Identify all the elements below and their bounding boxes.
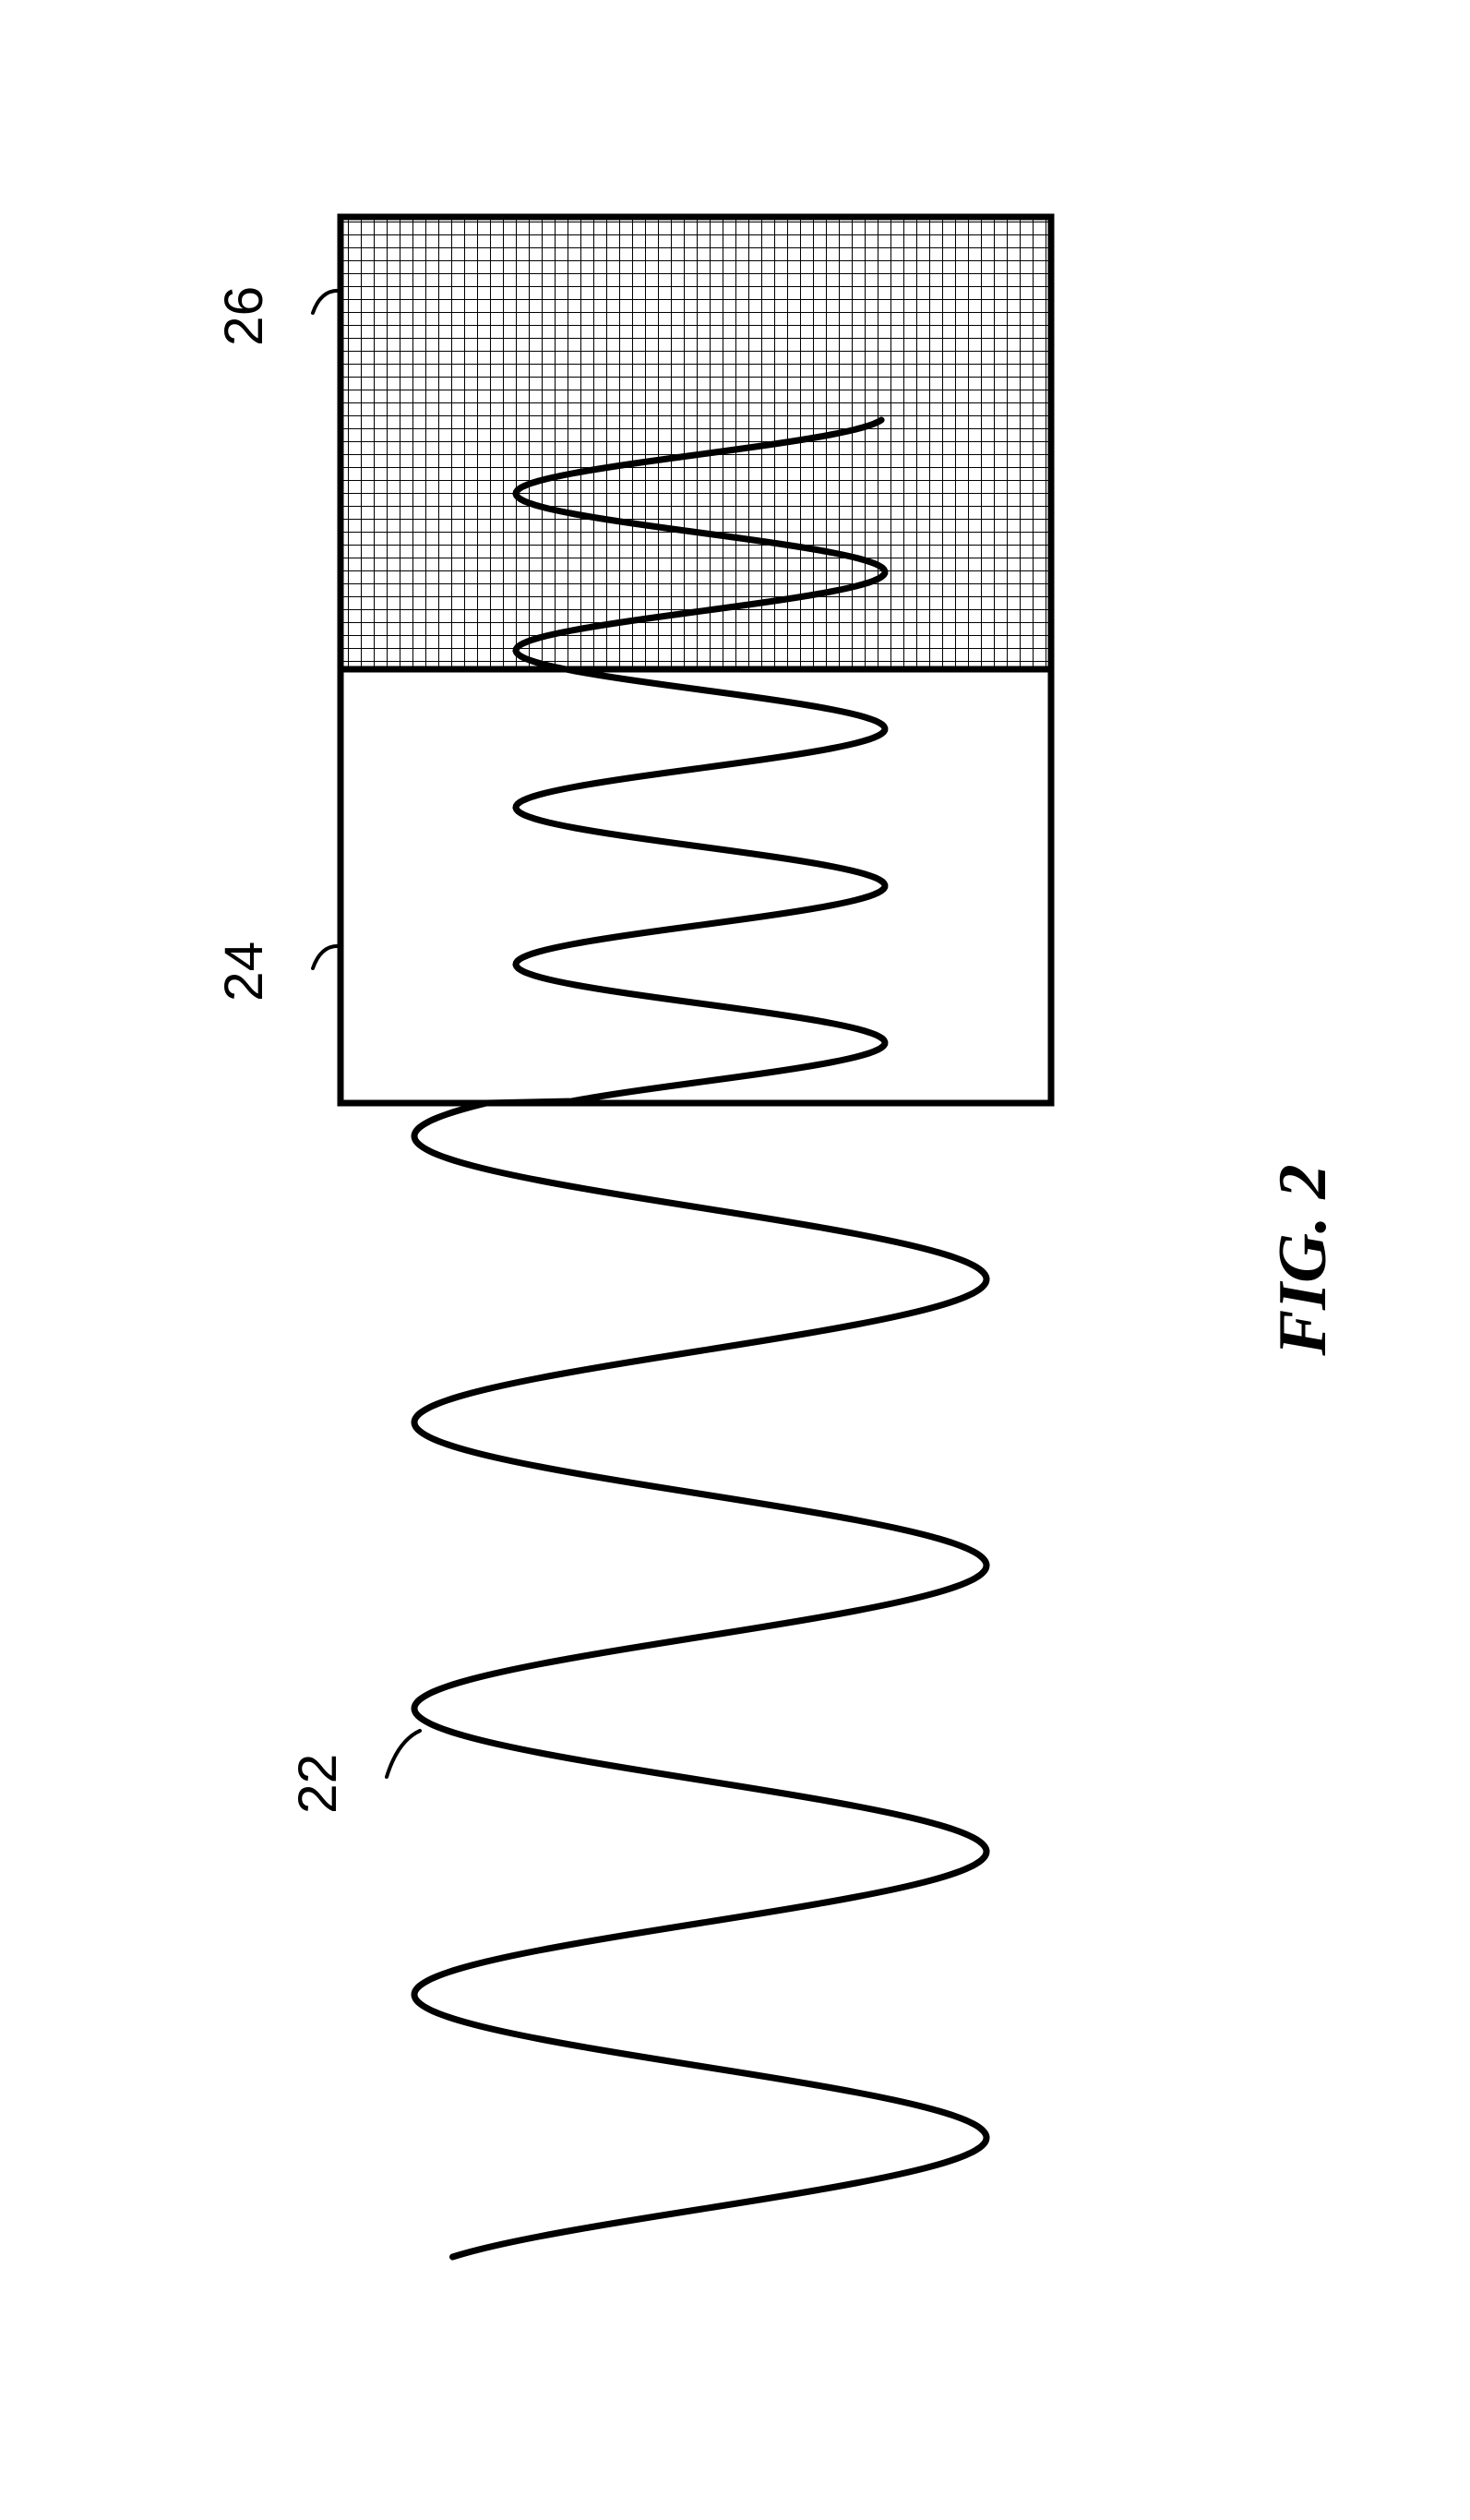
figure: 22 24 26 — [128, 152, 1236, 2368]
wave-path — [414, 420, 986, 2257]
diagram-svg: 22 24 26 — [128, 152, 1236, 2368]
figure-caption: FIG. 2 — [1263, 152, 1343, 2368]
ref-leader-24 — [313, 946, 341, 968]
ref-label-text-26: 26 — [214, 286, 274, 346]
ref-leader-22 — [387, 1731, 420, 1777]
ref-label-24: 24 — [214, 942, 341, 1002]
ref-leader-26 — [313, 291, 341, 313]
ref-label-text-24: 24 — [214, 942, 274, 1002]
stage: 22 24 26 FIG. 2 — [0, 0, 1470, 2520]
grid-panel — [341, 217, 1051, 669]
ref-label-22: 22 — [288, 1731, 420, 1814]
figure-rotated-wrapper: 22 24 26 FIG. 2 — [128, 152, 1343, 2368]
ref-label-text-22: 22 — [288, 1754, 348, 1814]
ref-label-26: 26 — [214, 286, 341, 346]
